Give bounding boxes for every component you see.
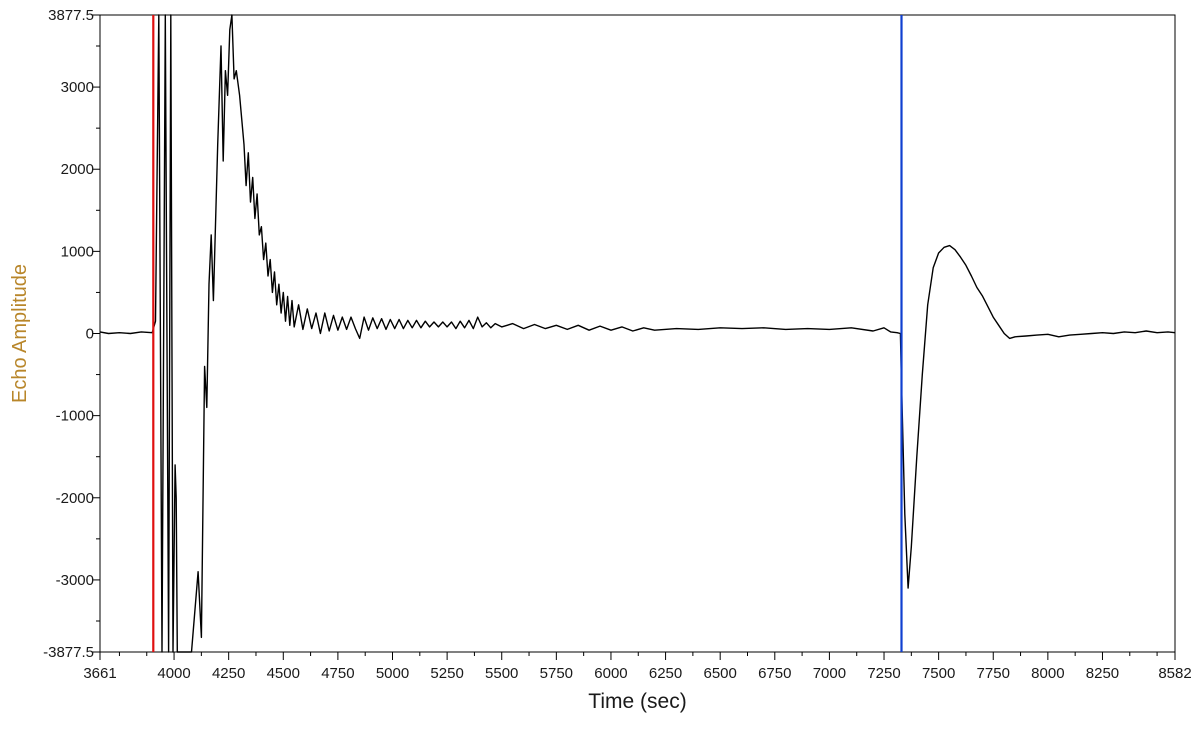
- x-tick-label: 4750: [321, 665, 354, 682]
- x-tick-label: 4250: [212, 665, 245, 682]
- x-tick-label: 7000: [813, 665, 846, 682]
- marker-layer: [152, 15, 903, 652]
- x-tick-label: 7750: [977, 665, 1010, 682]
- x-tick-label: 6000: [594, 665, 627, 682]
- y-axis-title: Echo Amplitude: [9, 264, 31, 403]
- x-axis: 3661 4000 4250 4500 4750 5000 5250 5500 5750 6000…: [83, 651, 1192, 682]
- x-tick-label: 4500: [267, 665, 300, 682]
- y-tick-label: 2000: [61, 161, 94, 178]
- y-tick-label: 3000: [61, 79, 94, 96]
- y-axis: -3877.5 -3000 -2000 -1000 0 1000 2000 3000 3877.…: [43, 7, 101, 661]
- x-tick-label: 5250: [430, 665, 463, 682]
- x-tick-label: 8000: [1031, 665, 1064, 682]
- x-tick-label: 6250: [649, 665, 682, 682]
- x-tick-label: 6500: [703, 665, 736, 682]
- y-tick-label: 1000: [61, 243, 94, 260]
- series-layer: [99, 14, 1176, 653]
- plot-frame: [99, 14, 1176, 653]
- y-tick-label: -3877.5: [43, 644, 94, 661]
- x-tick-label: 4000: [157, 665, 190, 682]
- x-tick-label: 6750: [758, 665, 791, 682]
- y-tick-label: -2000: [56, 490, 94, 507]
- y-tick-label: 3877.5: [48, 7, 94, 24]
- y-tick-label: 0: [86, 326, 94, 343]
- y-tick-label: -1000: [56, 408, 94, 425]
- x-tick-label: 7500: [922, 665, 955, 682]
- x-tick-label: 5750: [540, 665, 573, 682]
- plot-area: 3661 4000 4250 4500 4750 5000 5250 5500 5750 6000…: [43, 7, 1192, 682]
- x-tick-label: 7250: [867, 665, 900, 682]
- x-tick-label: 8582: [1158, 665, 1191, 682]
- x-tick-label: 5000: [376, 665, 409, 682]
- x-tick-label: 8250: [1086, 665, 1119, 682]
- y-tick-label: -3000: [56, 572, 94, 589]
- echo-signal-line: [99, 14, 1176, 653]
- x-tick-label: 5500: [485, 665, 518, 682]
- x-axis-title: Time (sec): [588, 690, 686, 713]
- x-tick-label: 3661: [83, 665, 116, 682]
